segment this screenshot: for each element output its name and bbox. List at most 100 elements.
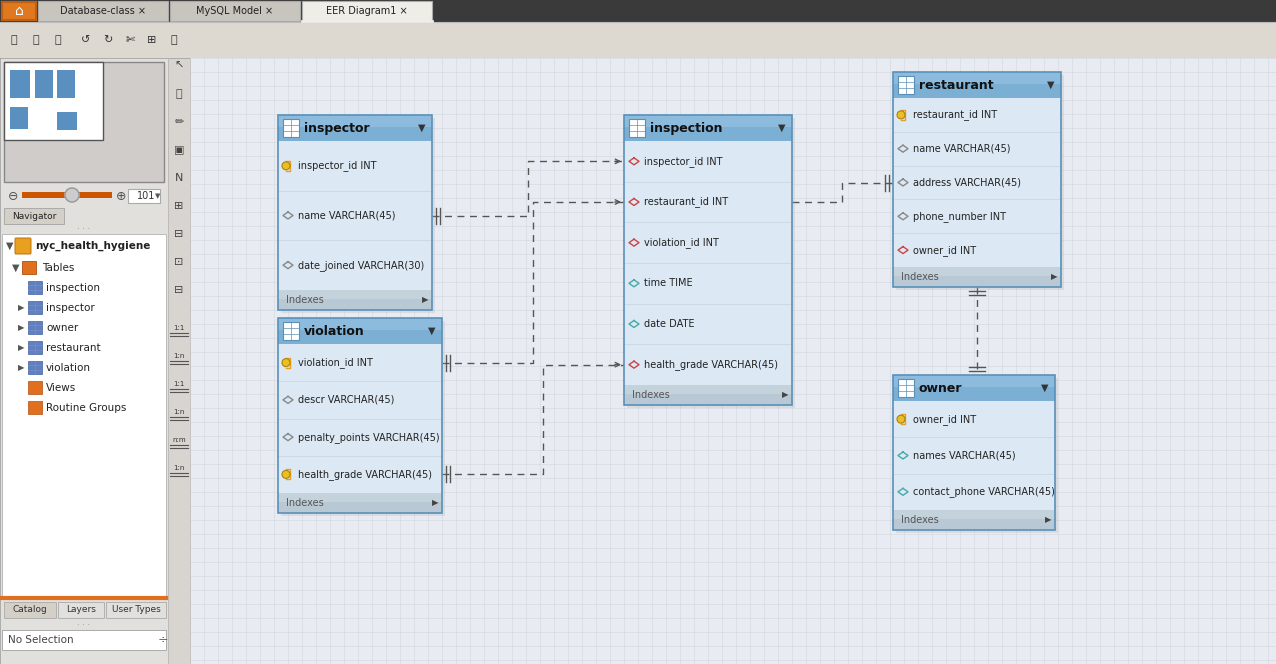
FancyBboxPatch shape	[77, 24, 96, 56]
Text: ⊟: ⊟	[175, 285, 184, 295]
FancyBboxPatch shape	[28, 281, 42, 294]
FancyBboxPatch shape	[170, 1, 300, 21]
Text: 1:1: 1:1	[174, 381, 185, 387]
FancyBboxPatch shape	[898, 379, 914, 397]
Text: ⌂: ⌂	[14, 4, 23, 18]
FancyBboxPatch shape	[98, 24, 117, 56]
Text: inspector_id INT: inspector_id INT	[299, 161, 376, 171]
FancyBboxPatch shape	[120, 24, 140, 56]
FancyBboxPatch shape	[896, 75, 1064, 290]
Text: n:m: n:m	[172, 437, 186, 443]
FancyBboxPatch shape	[10, 107, 28, 129]
Text: 1:n: 1:n	[174, 465, 185, 471]
Text: violation_id INT: violation_id INT	[299, 357, 373, 368]
FancyBboxPatch shape	[57, 112, 77, 130]
Text: ↖: ↖	[175, 61, 184, 71]
FancyBboxPatch shape	[4, 208, 64, 224]
Text: violation: violation	[304, 325, 365, 337]
Text: ▶: ▶	[18, 343, 24, 353]
Text: health_grade VARCHAR(45): health_grade VARCHAR(45)	[299, 469, 433, 480]
Text: address VARCHAR(45): address VARCHAR(45)	[914, 177, 1021, 187]
Text: Indexes: Indexes	[632, 390, 670, 400]
FancyBboxPatch shape	[15, 238, 31, 254]
Text: Navigator: Navigator	[11, 212, 56, 220]
Text: Indexes: Indexes	[286, 498, 324, 508]
Circle shape	[897, 415, 905, 423]
Text: ↺: ↺	[82, 35, 91, 45]
FancyBboxPatch shape	[26, 24, 46, 56]
FancyBboxPatch shape	[57, 602, 105, 618]
Text: ▼: ▼	[11, 263, 19, 273]
FancyBboxPatch shape	[28, 381, 42, 394]
Text: ✏: ✏	[175, 117, 184, 127]
FancyBboxPatch shape	[627, 118, 795, 408]
Text: ⊞: ⊞	[147, 35, 157, 45]
Text: ▶: ▶	[1051, 272, 1058, 282]
Text: name VARCHAR(45): name VARCHAR(45)	[299, 210, 396, 220]
Text: ⊕: ⊕	[116, 189, 126, 203]
Text: ▶: ▶	[422, 295, 429, 305]
FancyBboxPatch shape	[0, 22, 1276, 58]
FancyBboxPatch shape	[106, 602, 166, 618]
FancyBboxPatch shape	[624, 141, 792, 385]
Text: Views: Views	[46, 383, 77, 393]
Text: Catalog: Catalog	[13, 606, 47, 614]
FancyBboxPatch shape	[142, 24, 162, 56]
FancyBboxPatch shape	[3, 234, 166, 596]
FancyBboxPatch shape	[4, 24, 24, 56]
Text: User Types: User Types	[111, 606, 161, 614]
Text: ✄: ✄	[125, 35, 135, 45]
Text: · · ·: · · ·	[78, 224, 91, 234]
Text: owner_id INT: owner_id INT	[914, 414, 976, 424]
Text: 🖹: 🖹	[10, 35, 18, 45]
Circle shape	[282, 162, 290, 170]
Text: ▶: ▶	[1045, 515, 1051, 525]
FancyBboxPatch shape	[22, 192, 112, 198]
Text: ⊡: ⊡	[175, 257, 184, 267]
Circle shape	[65, 188, 79, 202]
FancyBboxPatch shape	[168, 58, 190, 664]
FancyBboxPatch shape	[278, 290, 433, 299]
Text: ⊞: ⊞	[175, 201, 184, 211]
FancyBboxPatch shape	[190, 58, 1276, 664]
FancyBboxPatch shape	[278, 344, 441, 493]
FancyBboxPatch shape	[898, 76, 914, 94]
Text: ▶: ▶	[18, 303, 24, 313]
FancyBboxPatch shape	[281, 321, 445, 516]
Text: 🗋: 🗋	[171, 35, 177, 45]
Text: ÷: ÷	[158, 633, 168, 647]
FancyBboxPatch shape	[48, 24, 68, 56]
FancyBboxPatch shape	[278, 318, 441, 344]
Circle shape	[897, 111, 905, 119]
FancyBboxPatch shape	[624, 115, 792, 127]
Text: ⊖: ⊖	[8, 189, 18, 203]
Text: ▼: ▼	[154, 193, 161, 199]
Text: ⊟: ⊟	[175, 229, 184, 239]
Text: owner: owner	[46, 323, 78, 333]
FancyBboxPatch shape	[0, 58, 168, 664]
Text: Database-class ×: Database-class ×	[60, 6, 145, 16]
FancyBboxPatch shape	[893, 375, 1055, 401]
Text: ▼: ▼	[778, 123, 786, 133]
Text: Tables: Tables	[42, 263, 74, 273]
Text: inspector: inspector	[46, 303, 94, 313]
Text: inspector: inspector	[304, 122, 370, 135]
Text: ▣: ▣	[174, 145, 184, 155]
Text: date DATE: date DATE	[644, 319, 694, 329]
Text: name VARCHAR(45): name VARCHAR(45)	[914, 143, 1011, 153]
FancyBboxPatch shape	[4, 62, 103, 140]
Text: restaurant_id INT: restaurant_id INT	[914, 110, 997, 120]
FancyBboxPatch shape	[278, 115, 433, 141]
FancyBboxPatch shape	[278, 318, 441, 330]
Text: ▼: ▼	[6, 241, 14, 251]
Circle shape	[282, 470, 290, 478]
Text: ▼: ▼	[429, 326, 435, 336]
FancyBboxPatch shape	[278, 493, 441, 513]
Text: restaurant: restaurant	[46, 343, 101, 353]
Text: owner: owner	[919, 382, 962, 394]
FancyBboxPatch shape	[283, 322, 299, 340]
FancyBboxPatch shape	[34, 70, 54, 98]
FancyBboxPatch shape	[624, 385, 792, 405]
Text: health_grade VARCHAR(45): health_grade VARCHAR(45)	[644, 359, 778, 370]
Text: Indexes: Indexes	[286, 295, 324, 305]
